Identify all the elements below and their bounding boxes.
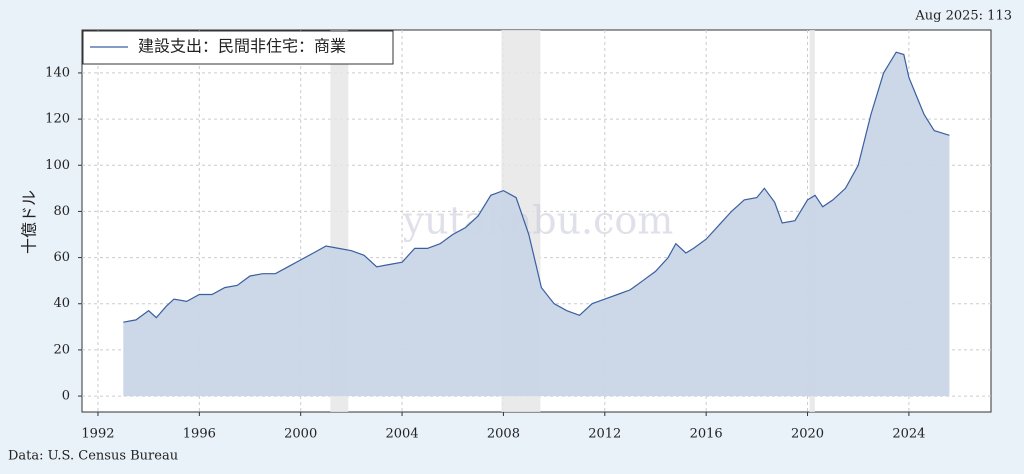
y-axis-label: 十億ドル (20, 190, 39, 254)
x-tick-label: 2016 (690, 427, 723, 442)
legend-label: 建設支出：民間非住宅：商業 (138, 37, 346, 56)
legend-box (82, 30, 394, 65)
y-tick-label: 20 (53, 342, 70, 357)
x-tick-label: 1992 (81, 427, 114, 442)
annotation: Aug 2025: 113 (914, 9, 1012, 24)
x-tick-label: 2024 (892, 427, 925, 442)
y-tick-label: 80 (53, 204, 70, 219)
plot-layer: yutakabu.com (82, 30, 991, 412)
y-tick-label: 40 (53, 296, 70, 311)
y-tick-label: 120 (45, 112, 70, 127)
source: Data: U.S. Census Bureau (8, 449, 178, 464)
y-tick-label: 140 (45, 65, 70, 80)
y-tick-label: 60 (53, 250, 70, 265)
x-tick-label: 1996 (183, 427, 216, 442)
y-tick-label: 0 (62, 389, 70, 404)
y-tick-label: 100 (45, 158, 70, 173)
area (123, 52, 950, 397)
x-tick-label: 2012 (588, 427, 621, 442)
watermark: yutakabu.com (402, 199, 674, 243)
x-tick-label: 2004 (386, 427, 419, 442)
x-tick-label: 2020 (791, 427, 824, 442)
x-tick-label: 2000 (284, 427, 317, 442)
x-tick-label: 2008 (487, 427, 520, 442)
line (123, 51, 950, 323)
